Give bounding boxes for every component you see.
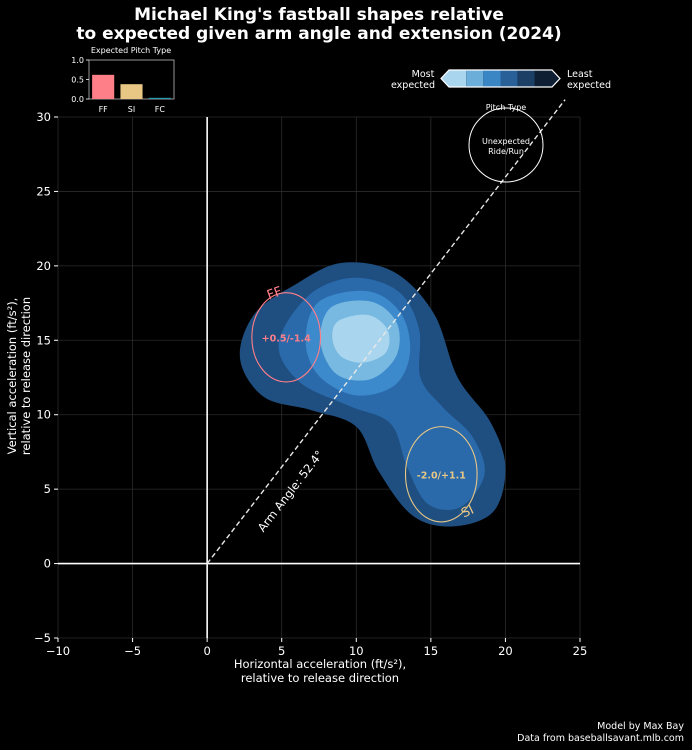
colorbar-swatch (483, 70, 501, 87)
x-tick-label: 0 (203, 644, 210, 658)
x-tick-label: 10 (349, 644, 364, 658)
credit-model: Model by Max Bay (597, 721, 684, 732)
inset-x-tick-label: FF (99, 105, 109, 114)
legend-ellipse (468, 107, 544, 183)
x-tick-label: 5 (278, 644, 285, 658)
colorbar-swatch (517, 70, 535, 87)
y-tick-label: 25 (36, 184, 51, 198)
y-axis-label-line1: Vertical acceleration (ft/s²), (5, 298, 19, 455)
colorbar-swatch (534, 70, 560, 87)
colorbar-left-label-line2: expected (391, 80, 435, 91)
expected-pitch-type-inset: Expected Pitch Type 0.0 0.5 1.0 FF SI FC (71, 46, 175, 114)
y-tick-label: −5 (34, 631, 51, 645)
y-tick-label: 5 (44, 482, 51, 496)
colorbar-right-label-line2: expected (567, 80, 611, 91)
pitch-ellipse-ff (251, 292, 322, 383)
zero-axes (58, 117, 580, 638)
colorbar-swatch (466, 70, 484, 87)
inset-y-tick-label: 1.0 (71, 56, 84, 65)
y-tick-label: 0 (44, 557, 51, 571)
pitch-ellipse-si (404, 426, 478, 523)
x-axis-label-line2: relative to release direction (241, 671, 399, 685)
chart-title-line2: to expected given arm angle and extensio… (76, 24, 561, 44)
density-level-5 (332, 314, 390, 363)
colorbar-swatch (441, 70, 467, 87)
x-axis-label-line1: Horizontal acceleration (ft/s²), (234, 657, 406, 671)
inset-title: Expected Pitch Type (91, 46, 171, 55)
y-tick-label: 10 (36, 408, 51, 422)
pitch-label-si: -2.0/+1.1 (417, 470, 466, 481)
legend-title: Pitch Type (486, 103, 526, 112)
y-axis-label-line2: relative to release direction (19, 297, 33, 455)
legend-label-line2: Ride/Run (488, 147, 524, 156)
pitch-markers: +0.5/-1.4 FF -2.0/+1.1 SI (251, 284, 478, 523)
chart-title-line1: Michael King's fastball shapes relative (134, 5, 504, 25)
inset-x-tick-label: SI (128, 105, 135, 114)
x-tick-label: 20 (498, 644, 513, 658)
colorbar-right-label-line1: Least (567, 69, 593, 80)
arm-angle-dashed-line (206, 99, 566, 564)
x-tick-label: 25 (573, 644, 588, 658)
inset-bar-ff (92, 74, 115, 99)
colorbar-outline (440, 69, 561, 88)
colorbar-left-label-line1: Most (412, 69, 435, 80)
x-tick-label: −10 (46, 644, 70, 658)
colorbar-swatch (500, 70, 518, 87)
inset-x-tick-label: FC (155, 105, 166, 114)
pitch-name-si: SI (459, 503, 476, 522)
inset-bar-fc (148, 97, 171, 99)
density-contours (239, 262, 506, 527)
legend-label-line1: Unexpected (482, 137, 530, 146)
inset-bar-si (120, 84, 143, 99)
y-tick-label: 30 (36, 110, 51, 124)
y-tick-label: 15 (36, 333, 51, 347)
inset-y-tick-label: 0.5 (71, 76, 84, 85)
pitch-type-legend: Pitch Type Unexpected Ride/Run (468, 103, 544, 183)
x-tick-label: 15 (424, 644, 439, 658)
arm-angle-label: Arm Angle: 52.4° (255, 448, 327, 535)
inset-y-tick-label: 0.0 (71, 95, 84, 104)
pitch-name-ff: FF (265, 284, 284, 303)
credit-data-source: Data from baseballsavant.mlb.com (517, 733, 684, 744)
y-tick-label: 20 (36, 259, 51, 273)
x-tick-label: −5 (124, 644, 141, 658)
pitch-label-ff: +0.5/-1.4 (262, 333, 311, 344)
expectedness-colorbar: Most expected Least expected (391, 69, 611, 91)
